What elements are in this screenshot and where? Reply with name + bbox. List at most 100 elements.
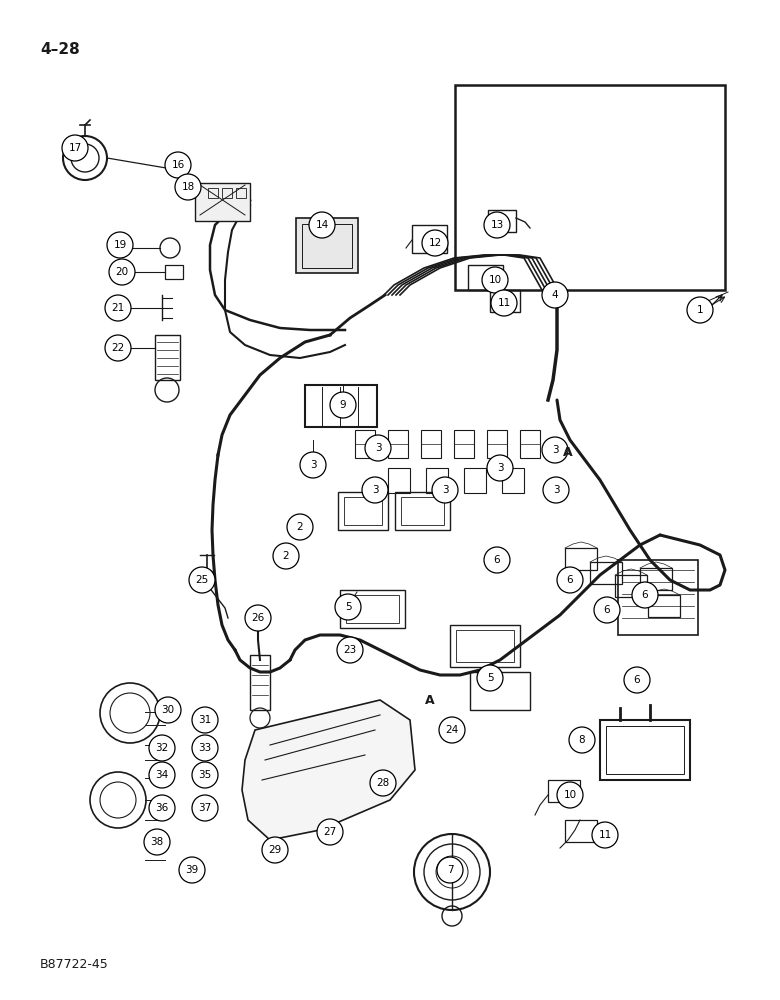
Text: 4: 4 bbox=[551, 290, 558, 300]
Text: 18: 18 bbox=[182, 182, 195, 192]
Text: 11: 11 bbox=[598, 830, 612, 840]
Bar bbox=[340, 590, 405, 628]
Text: 32: 32 bbox=[155, 743, 168, 753]
Bar bbox=[401, 497, 444, 525]
Text: 38: 38 bbox=[151, 837, 164, 847]
Bar bbox=[388, 468, 410, 493]
Text: 17: 17 bbox=[69, 143, 82, 153]
Polygon shape bbox=[242, 700, 415, 840]
Bar bbox=[490, 290, 520, 312]
Bar bbox=[600, 720, 690, 780]
Text: 1: 1 bbox=[697, 305, 704, 315]
Bar bbox=[195, 183, 250, 221]
Circle shape bbox=[105, 295, 131, 321]
Text: 37: 37 bbox=[198, 803, 211, 813]
Text: 11: 11 bbox=[498, 298, 511, 308]
Bar bbox=[502, 468, 524, 493]
Text: 6: 6 bbox=[642, 590, 648, 600]
Text: 3: 3 bbox=[310, 460, 317, 470]
Text: 16: 16 bbox=[172, 160, 185, 170]
Circle shape bbox=[317, 819, 343, 845]
Circle shape bbox=[337, 637, 363, 663]
Bar bbox=[548, 780, 580, 802]
Circle shape bbox=[155, 697, 181, 723]
Circle shape bbox=[105, 335, 131, 361]
Bar bbox=[155, 335, 180, 380]
Text: 3: 3 bbox=[374, 443, 381, 453]
Bar bbox=[606, 726, 684, 774]
Bar bbox=[450, 625, 520, 667]
Bar bbox=[355, 430, 375, 458]
Bar bbox=[302, 224, 352, 268]
Text: 5: 5 bbox=[487, 673, 493, 683]
Bar bbox=[236, 188, 246, 198]
Text: 14: 14 bbox=[315, 220, 328, 230]
Text: 2: 2 bbox=[296, 522, 303, 532]
Circle shape bbox=[542, 437, 568, 463]
Circle shape bbox=[149, 762, 175, 788]
Text: 22: 22 bbox=[112, 343, 125, 353]
Circle shape bbox=[569, 727, 595, 753]
Bar bbox=[208, 188, 218, 198]
Circle shape bbox=[557, 782, 583, 808]
Circle shape bbox=[543, 477, 569, 503]
Circle shape bbox=[362, 477, 388, 503]
Text: 3: 3 bbox=[551, 445, 558, 455]
Circle shape bbox=[439, 717, 465, 743]
Circle shape bbox=[330, 392, 356, 418]
Text: 28: 28 bbox=[377, 778, 390, 788]
Text: 8: 8 bbox=[579, 735, 585, 745]
Circle shape bbox=[487, 455, 513, 481]
Bar bbox=[250, 655, 270, 710]
Bar bbox=[464, 468, 486, 493]
Bar bbox=[412, 225, 447, 253]
Text: 26: 26 bbox=[251, 613, 264, 623]
Bar bbox=[455, 85, 725, 290]
Circle shape bbox=[592, 822, 618, 848]
Text: 6: 6 bbox=[567, 575, 573, 585]
Circle shape bbox=[179, 857, 205, 883]
Circle shape bbox=[365, 435, 391, 461]
Circle shape bbox=[484, 547, 510, 573]
Bar bbox=[487, 430, 507, 458]
Text: 10: 10 bbox=[488, 275, 502, 285]
Circle shape bbox=[542, 282, 568, 308]
Circle shape bbox=[484, 212, 510, 238]
Text: 7: 7 bbox=[447, 865, 453, 875]
Text: 5: 5 bbox=[345, 602, 351, 612]
Bar bbox=[346, 595, 399, 623]
Text: 20: 20 bbox=[115, 267, 129, 277]
Circle shape bbox=[477, 665, 503, 691]
Circle shape bbox=[287, 514, 313, 540]
Circle shape bbox=[437, 857, 463, 883]
Text: A: A bbox=[563, 446, 573, 460]
Circle shape bbox=[432, 477, 458, 503]
Circle shape bbox=[107, 232, 133, 258]
Bar bbox=[590, 562, 622, 584]
Circle shape bbox=[491, 290, 517, 316]
Text: 31: 31 bbox=[198, 715, 211, 725]
Text: 3: 3 bbox=[497, 463, 503, 473]
Text: 23: 23 bbox=[343, 645, 356, 655]
Text: 3: 3 bbox=[372, 485, 378, 495]
Text: 6: 6 bbox=[494, 555, 500, 565]
Text: 10: 10 bbox=[563, 790, 576, 800]
Bar bbox=[395, 492, 450, 530]
Text: 39: 39 bbox=[186, 865, 199, 875]
Bar bbox=[520, 430, 540, 458]
Bar bbox=[648, 595, 680, 617]
Text: 30: 30 bbox=[161, 705, 175, 715]
Bar bbox=[468, 265, 503, 290]
Bar bbox=[456, 630, 514, 662]
Circle shape bbox=[262, 837, 288, 863]
Circle shape bbox=[594, 597, 620, 623]
Circle shape bbox=[422, 230, 448, 256]
Bar bbox=[488, 210, 516, 232]
Bar bbox=[296, 218, 358, 273]
Circle shape bbox=[62, 135, 88, 161]
Bar bbox=[338, 492, 388, 530]
Text: 2: 2 bbox=[282, 551, 289, 561]
Bar bbox=[388, 430, 408, 458]
Circle shape bbox=[309, 212, 335, 238]
Bar bbox=[470, 672, 530, 710]
